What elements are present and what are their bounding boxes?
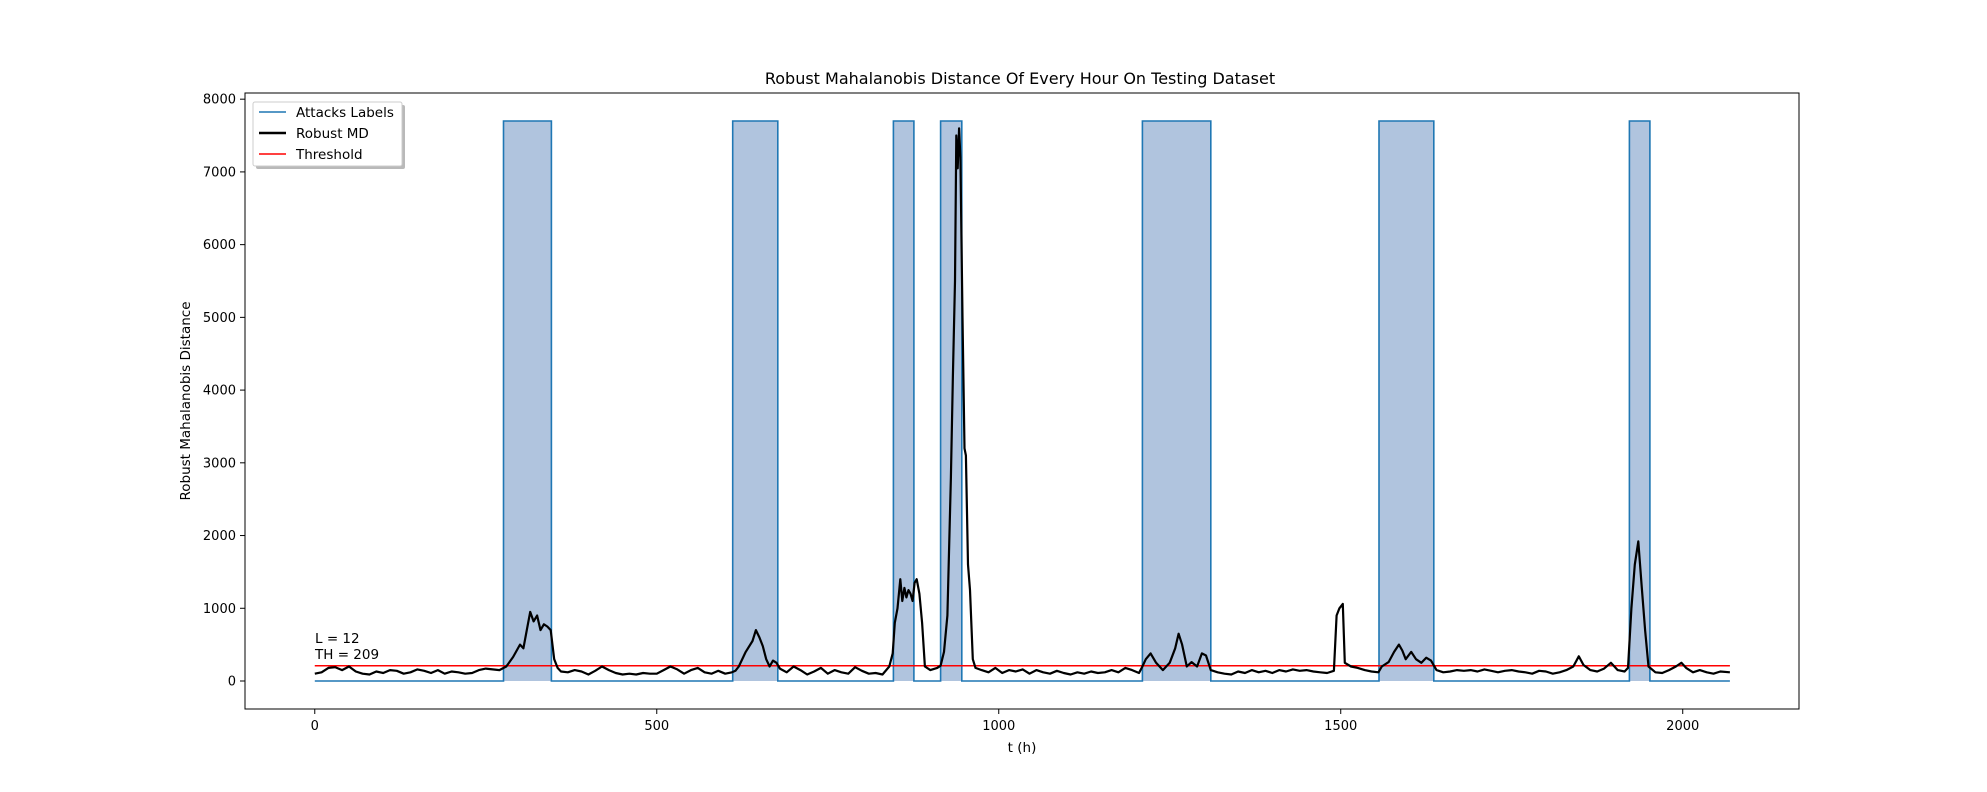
y-tick-label: 5000 — [203, 311, 236, 326]
y-tick-label: 0 — [228, 675, 236, 690]
chart-title: Robust Mahalanobis Distance Of Every Hou… — [765, 69, 1275, 88]
legend-label-attacks: Attacks Labels — [296, 105, 394, 121]
x-axis-title: t (h) — [1008, 740, 1037, 756]
window-length-annotation: L = 12 — [315, 631, 360, 647]
y-axis-title: Robust Mahalanobis Distance — [178, 301, 194, 500]
axes-frame — [244, 92, 1800, 710]
x-tick-label: 1000 — [982, 719, 1015, 734]
attack-region-3 — [893, 121, 914, 681]
attack-layer — [314, 120, 1730, 682]
attack-region-2 — [732, 121, 778, 681]
y-tick-label: 2000 — [203, 529, 236, 544]
legend-box — [252, 101, 403, 167]
robust-md-line — [314, 127, 1730, 676]
x-tick-label: 1500 — [1324, 719, 1357, 734]
attack-region-4 — [940, 121, 962, 681]
attack-region-6 — [1379, 121, 1434, 681]
y-tick-label: 3000 — [203, 456, 236, 471]
legend: Attacks Labels Robust MD Threshold — [252, 101, 405, 169]
x-tick-label: 0 — [311, 719, 319, 734]
attack-region-5 — [1142, 121, 1211, 681]
x-tick-label: 2000 — [1666, 719, 1699, 734]
y-tick-label: 6000 — [203, 238, 236, 253]
x-axis: 0 500 1000 1500 2000 — [311, 709, 1699, 734]
x-tick-label: 500 — [644, 719, 669, 734]
attack-region-1 — [503, 121, 552, 681]
y-tick-label: 4000 — [203, 384, 236, 399]
y-tick-label: 8000 — [203, 93, 236, 108]
attack-region-7 — [1629, 121, 1650, 681]
plot-area — [314, 120, 1730, 682]
attacks-labels-line — [314, 120, 1730, 682]
threshold-annotation: TH = 209 — [314, 647, 379, 663]
y-tick-label: 7000 — [203, 165, 236, 180]
legend-label-threshold: Threshold — [295, 147, 363, 163]
legend-label-md: Robust MD — [296, 126, 369, 142]
y-axis: 0 1000 2000 3000 4000 5000 6000 7000 8000 — [203, 93, 245, 690]
y-tick-label: 1000 — [203, 602, 236, 617]
